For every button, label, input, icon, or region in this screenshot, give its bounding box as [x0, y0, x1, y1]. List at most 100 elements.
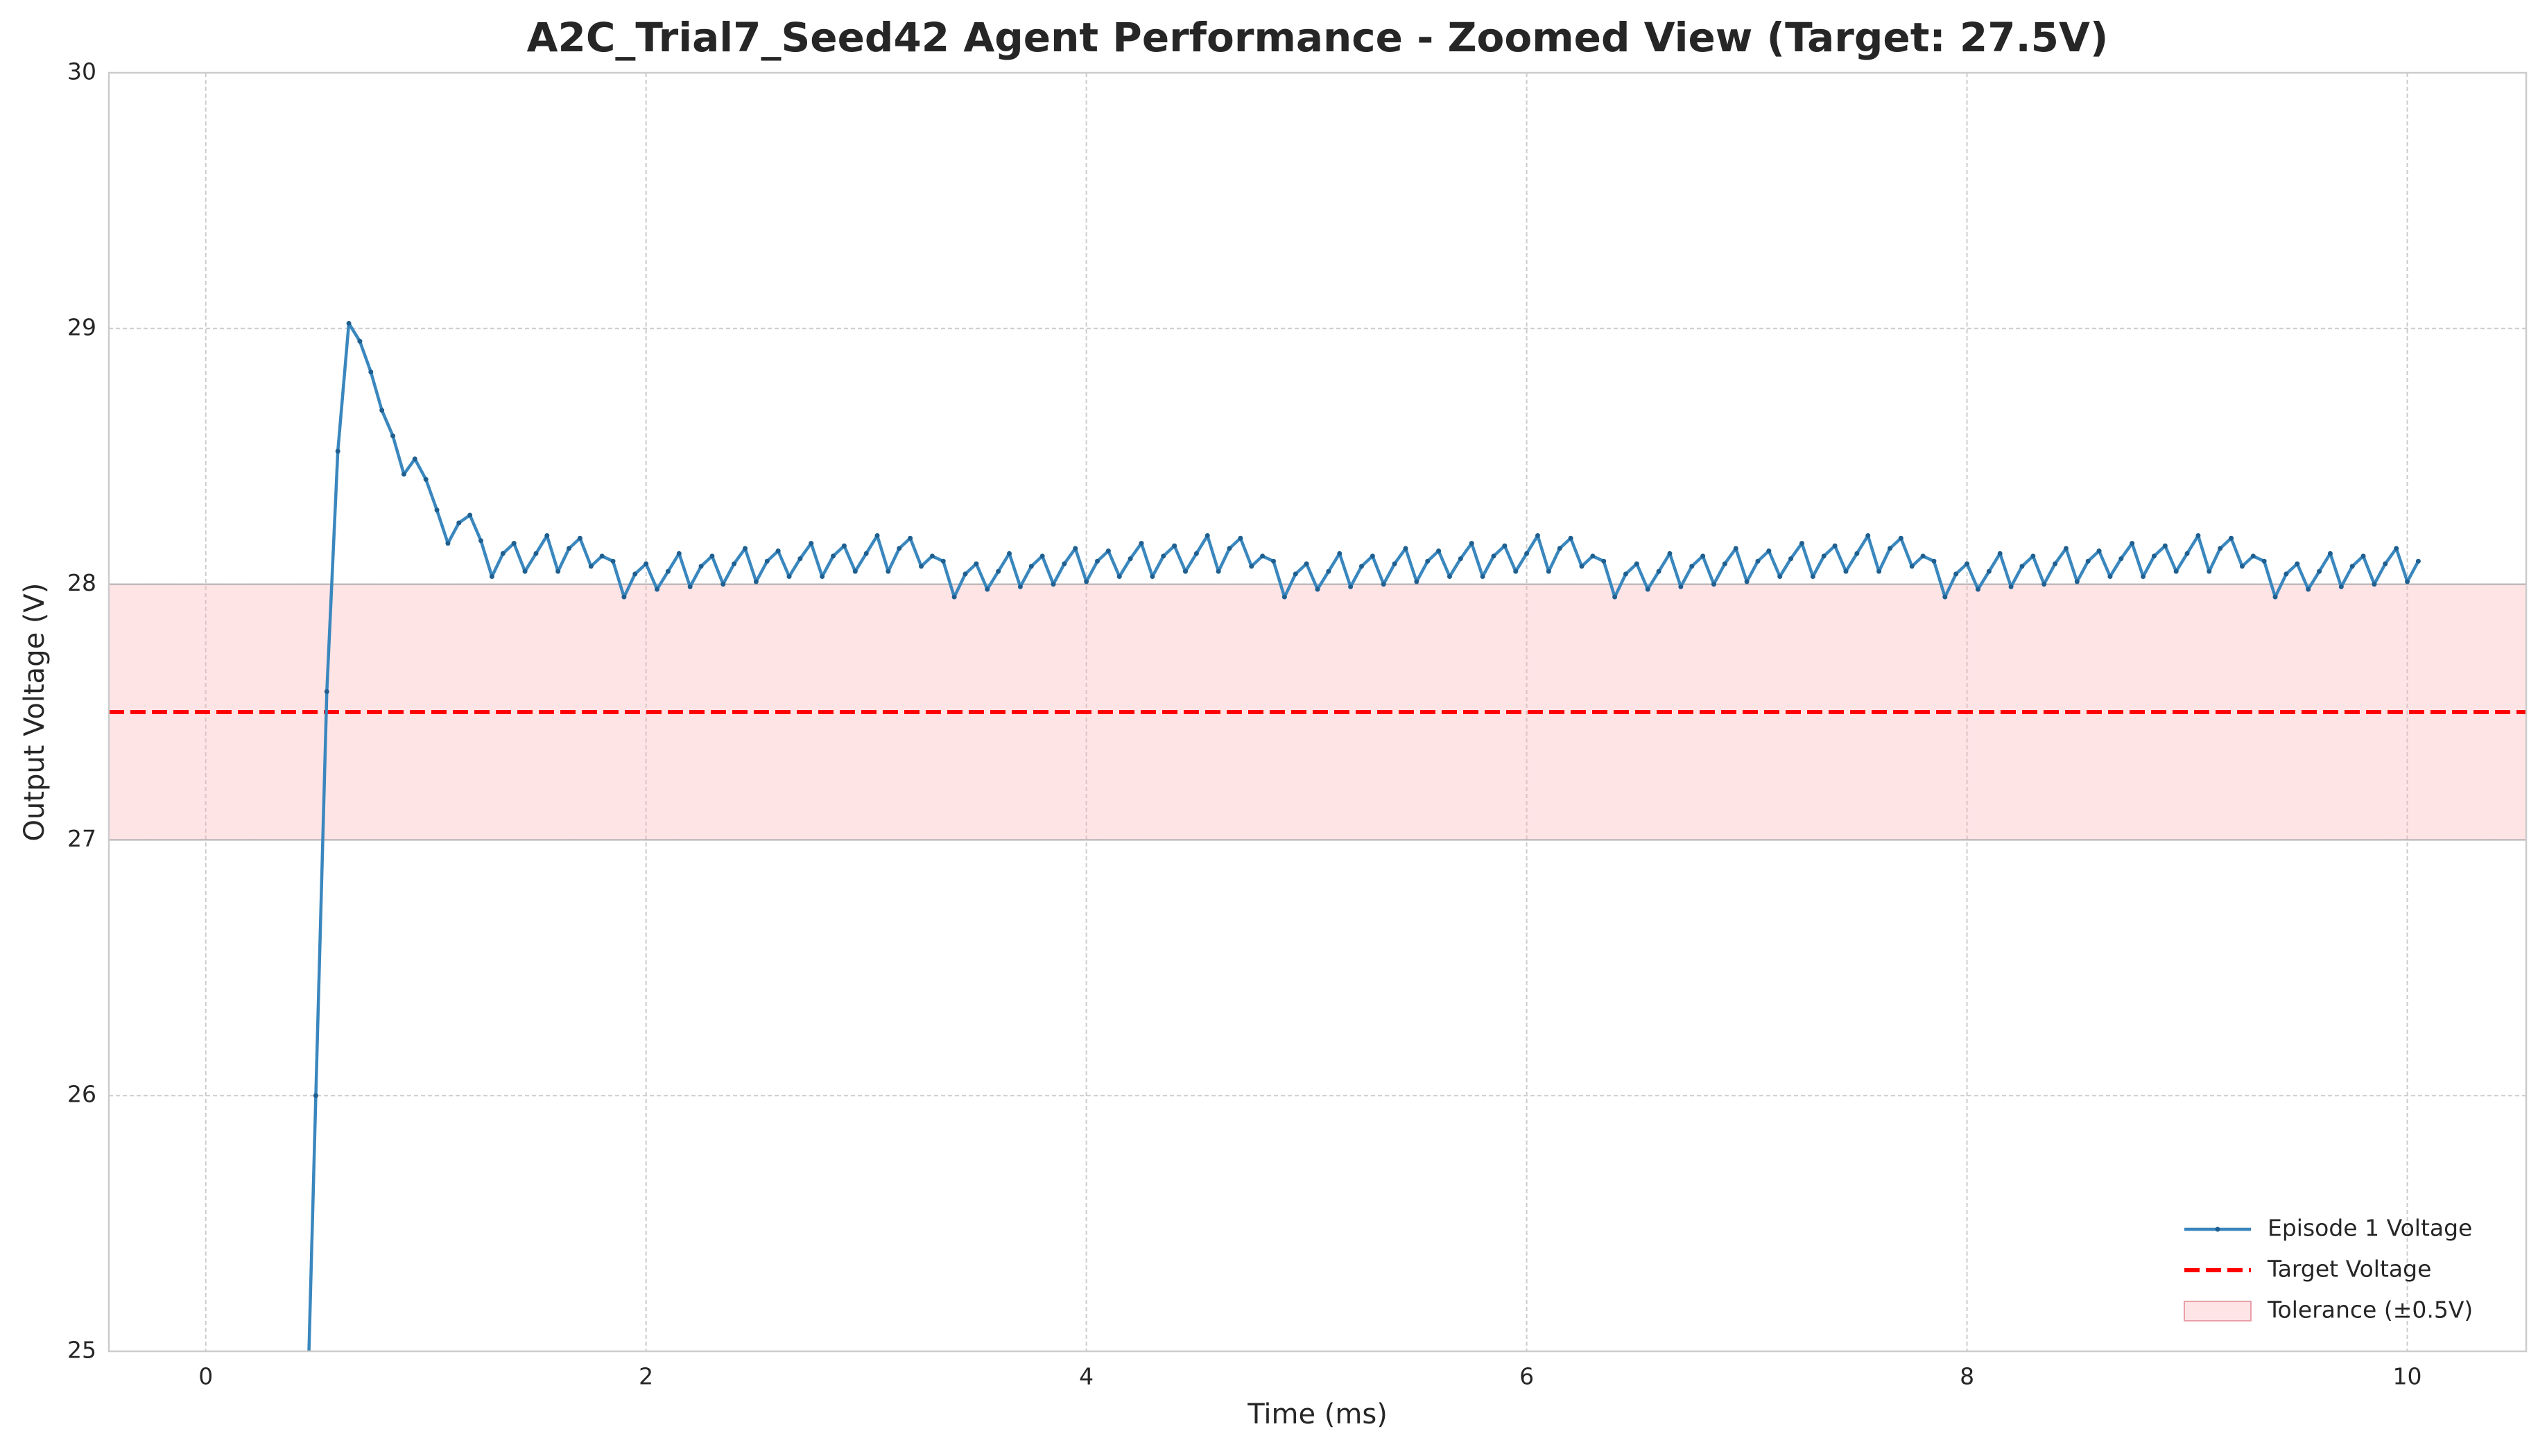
data-point	[1358, 564, 1364, 569]
data-point	[1161, 553, 1166, 559]
data-point	[544, 533, 550, 539]
legend-label: Episode 1 Voltage	[2268, 1215, 2472, 1242]
data-point	[588, 564, 594, 569]
data-point	[1051, 582, 1056, 587]
data-point	[720, 582, 726, 587]
data-point	[401, 471, 406, 477]
data-point	[1965, 561, 1970, 566]
data-point	[2306, 587, 2311, 592]
data-point	[2239, 564, 2245, 569]
legend: Episode 1 Voltage Target Voltage Tolerance…	[2184, 1215, 2473, 1324]
y-axis-label: Output Voltage (V)	[19, 583, 51, 842]
data-point	[511, 541, 517, 546]
data-point	[1205, 533, 1210, 539]
x-tick-label: 2	[639, 1363, 653, 1390]
data-point	[2195, 533, 2201, 539]
data-point	[522, 569, 528, 574]
data-point	[753, 579, 759, 584]
data-point	[1370, 553, 1375, 559]
data-point	[1105, 548, 1111, 554]
data-point	[1821, 553, 1827, 559]
data-point	[1579, 564, 1585, 569]
data-point	[445, 541, 451, 546]
chart-title: A2C_Trial7_Seed42 Agent Performance - Zo…	[527, 14, 2109, 61]
data-point	[2405, 579, 2410, 584]
x-tick-label: 0	[198, 1363, 213, 1390]
y-tick-label: 28	[67, 569, 96, 596]
data-point	[2218, 546, 2223, 551]
data-point	[1381, 582, 1386, 587]
x-axis-label: Time (ms)	[1247, 1398, 1388, 1430]
data-point	[1667, 551, 1673, 556]
data-point	[1469, 541, 1474, 546]
data-point	[2030, 553, 2036, 559]
data-point	[1293, 571, 1298, 577]
data-point	[1062, 561, 1067, 566]
data-point	[1546, 569, 1551, 574]
data-point	[962, 571, 968, 577]
data-point	[2096, 548, 2102, 554]
data-point	[1920, 553, 1926, 559]
data-point	[1128, 556, 1133, 562]
data-point	[1744, 579, 1750, 584]
data-point	[2383, 561, 2388, 566]
data-point	[1722, 561, 1727, 566]
data-point	[2295, 561, 2300, 566]
data-point	[1249, 564, 1254, 569]
x-tick-label: 4	[1079, 1363, 1094, 1390]
data-point	[456, 520, 462, 526]
data-point	[478, 538, 484, 544]
data-point	[1480, 574, 1485, 580]
x-tick-label: 10	[2393, 1363, 2422, 1390]
data-point	[313, 1093, 318, 1098]
data-point	[974, 561, 979, 566]
data-point	[1612, 594, 1618, 600]
data-point	[1337, 551, 1342, 556]
data-point	[1039, 553, 1045, 559]
data-point	[709, 553, 715, 559]
data-point	[1028, 564, 1034, 569]
data-point	[908, 535, 913, 541]
data-point	[1634, 561, 1639, 566]
data-point	[1403, 546, 1408, 551]
data-point	[632, 571, 638, 577]
data-point	[1733, 546, 1738, 551]
data-point	[1601, 558, 1607, 564]
data-point	[1997, 551, 2003, 556]
data-point	[1986, 569, 1992, 574]
data-point	[357, 338, 363, 344]
plot-area	[109, 320, 2526, 1351]
data-point	[2394, 546, 2399, 551]
data-point	[1898, 535, 1903, 541]
data-point	[489, 574, 494, 580]
data-point	[687, 584, 693, 589]
data-point	[2415, 558, 2421, 564]
data-point	[1007, 551, 1012, 556]
data-point	[346, 320, 352, 326]
data-point	[2184, 551, 2190, 556]
data-point	[2317, 569, 2322, 574]
data-point	[2229, 535, 2234, 541]
data-point	[1447, 574, 1452, 580]
ticks: 0 2 4 6 8 10 25 26 27 28 29 30	[67, 58, 2422, 1390]
x-tick-label: 6	[1519, 1363, 1534, 1390]
data-point	[1766, 548, 1772, 554]
data-point	[698, 564, 704, 569]
data-point	[1095, 558, 1100, 564]
y-tick-label: 26	[67, 1081, 96, 1108]
data-point	[809, 541, 814, 546]
data-point	[1623, 571, 1628, 577]
data-point	[1017, 584, 1023, 589]
data-point	[1491, 553, 1496, 559]
data-point	[2261, 558, 2267, 564]
data-point	[897, 546, 902, 551]
data-point	[1315, 587, 1320, 592]
data-point	[951, 594, 957, 600]
data-point	[2360, 553, 2366, 559]
data-point	[732, 561, 737, 566]
x-tick-label: 8	[1960, 1363, 1974, 1390]
data-point	[886, 569, 891, 574]
data-point	[1183, 569, 1189, 574]
data-point	[1084, 579, 1089, 584]
